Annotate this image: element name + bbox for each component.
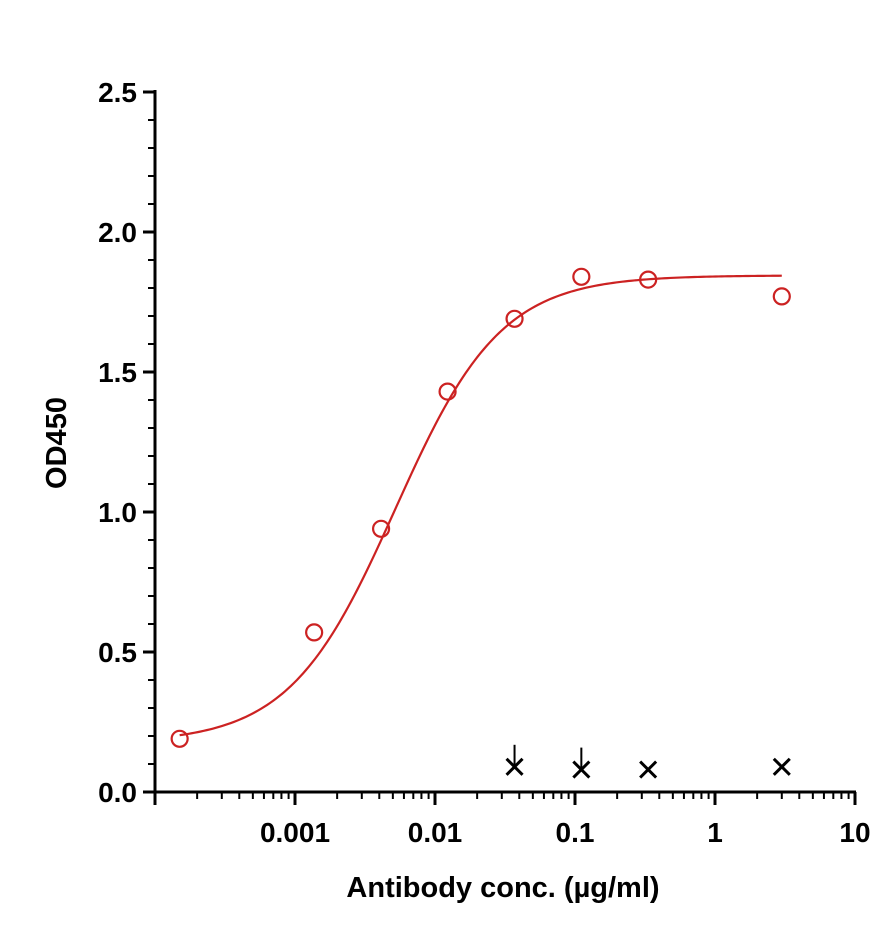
fit-curves — [179, 274, 782, 770]
y-axis-title: OD450 — [41, 397, 73, 489]
x-tick-label: 0.01 — [408, 817, 463, 848]
series-2-point-stroke — [572, 760, 591, 779]
series-1-point — [305, 623, 324, 642]
data-points — [170, 267, 791, 779]
series-2-point — [505, 757, 524, 776]
series-1-point — [438, 382, 457, 401]
series-2-point-stroke — [505, 757, 524, 776]
y-tick-label: 1.5 — [98, 357, 137, 388]
y-tick-label: 2.5 — [98, 77, 137, 108]
x-tick-label: 0.1 — [556, 817, 595, 848]
series-2-point-stroke — [772, 757, 791, 776]
series-2-point — [572, 760, 591, 779]
x-axis-title: Antibody conc. (µg/ml) — [346, 872, 659, 904]
series-1-point — [505, 309, 524, 328]
series-1-point — [772, 287, 791, 306]
series-2-point-stroke — [639, 760, 658, 779]
x-tick-label: 0.001 — [260, 817, 330, 848]
fit-curve-series-1 — [179, 274, 782, 737]
y-tick-label: 0.5 — [98, 637, 137, 668]
x-tick-label: 1 — [707, 817, 723, 848]
axes — [143, 90, 857, 805]
y-tick-label: 2.0 — [98, 217, 137, 248]
series-1-point — [572, 267, 591, 286]
series-1-point — [170, 729, 189, 748]
y-tick-label: 1.0 — [98, 497, 137, 528]
series-1-point — [639, 270, 658, 289]
y-tick-label: 0.0 — [98, 777, 137, 808]
x-tick-label: 10 — [839, 817, 870, 848]
series-1-point — [371, 519, 391, 538]
series-2-point — [772, 757, 791, 776]
series-2-point — [639, 760, 658, 779]
tick-labels: 0.0 0.5 1.0 1.5 2.0 2.5 0.001 0.01 0.1 1 10 — [98, 77, 871, 848]
